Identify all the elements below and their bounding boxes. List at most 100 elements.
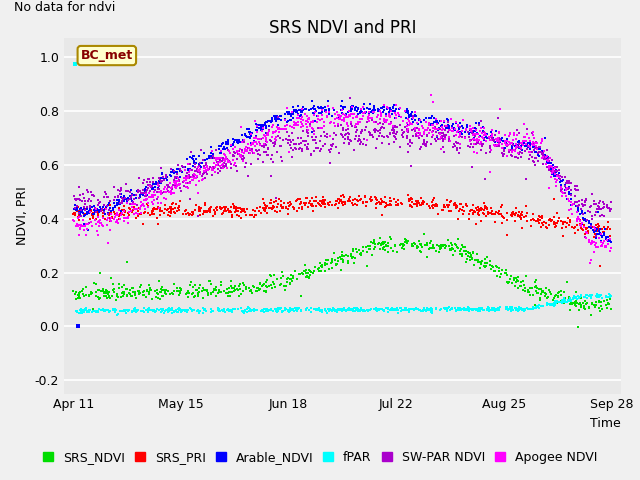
Point (523, 288, 533, 296)
Point (528, 143, 538, 151)
Point (343, 108, 353, 116)
Point (407, 240, 417, 247)
Point (154, 204, 164, 212)
Point (388, 107, 398, 115)
Point (455, 305, 465, 312)
Point (404, 195, 414, 203)
Point (560, 297, 570, 304)
Point (207, 165, 218, 172)
Point (584, 238, 594, 245)
Point (562, 184, 572, 192)
Point (239, 154, 249, 161)
Point (390, 111, 401, 119)
Point (168, 308, 179, 315)
Point (546, 165, 556, 172)
Point (465, 125, 475, 132)
Point (545, 160, 556, 168)
Point (157, 305, 168, 312)
Point (509, 132, 519, 139)
Point (344, 304, 355, 312)
Point (259, 140, 269, 148)
Point (492, 305, 502, 313)
Point (356, 250, 366, 257)
Point (273, 132, 284, 140)
Point (349, 304, 360, 312)
Point (74, 212, 84, 219)
Point (436, 206, 447, 214)
Point (542, 154, 552, 161)
Point (515, 153, 525, 160)
Point (410, 116, 420, 124)
Point (477, 205, 487, 213)
Point (200, 156, 210, 164)
Point (481, 213, 491, 220)
Point (468, 148, 479, 156)
Point (424, 305, 434, 313)
Point (103, 239, 113, 247)
Point (287, 153, 297, 161)
Point (271, 307, 281, 315)
Point (99, 292, 109, 300)
Point (286, 276, 296, 283)
Point (346, 305, 356, 313)
Point (180, 290, 191, 298)
Point (136, 189, 147, 197)
Point (212, 158, 222, 166)
Point (505, 276, 515, 283)
Point (339, 139, 349, 147)
Point (589, 302, 600, 310)
Point (220, 144, 230, 151)
Point (148, 207, 158, 215)
Point (559, 299, 569, 306)
Point (268, 116, 278, 123)
Point (263, 131, 273, 139)
Point (454, 129, 465, 136)
Point (511, 305, 521, 313)
Point (511, 135, 521, 143)
Point (458, 124, 468, 132)
Point (558, 176, 568, 183)
Point (278, 204, 289, 211)
Point (403, 109, 413, 117)
Point (209, 155, 220, 162)
Point (463, 303, 473, 311)
Point (95, 219, 106, 227)
Point (168, 169, 179, 177)
Point (209, 286, 219, 293)
Point (70, 205, 80, 213)
Point (399, 241, 409, 249)
Point (359, 109, 369, 117)
Point (89, 192, 99, 200)
Point (447, 305, 457, 312)
Point (306, 119, 316, 126)
Point (278, 136, 288, 144)
Point (397, 129, 408, 136)
Point (362, 104, 372, 112)
Point (336, 196, 346, 204)
Point (170, 189, 180, 196)
Point (301, 112, 312, 120)
Point (99, 307, 109, 314)
Point (206, 280, 216, 288)
Point (572, 209, 582, 216)
Point (329, 107, 339, 114)
Point (141, 191, 151, 198)
Point (513, 211, 523, 219)
Point (469, 207, 479, 215)
Point (240, 147, 250, 155)
Point (235, 152, 245, 160)
Point (312, 265, 323, 273)
Point (199, 164, 209, 171)
Point (198, 294, 208, 301)
Point (156, 199, 166, 206)
Point (182, 288, 193, 295)
Point (97, 205, 107, 213)
Point (204, 153, 214, 160)
Point (250, 307, 260, 314)
Point (493, 268, 504, 276)
Point (309, 130, 319, 138)
Point (230, 162, 241, 170)
Point (380, 118, 390, 126)
Point (140, 209, 150, 216)
Point (102, 287, 112, 295)
